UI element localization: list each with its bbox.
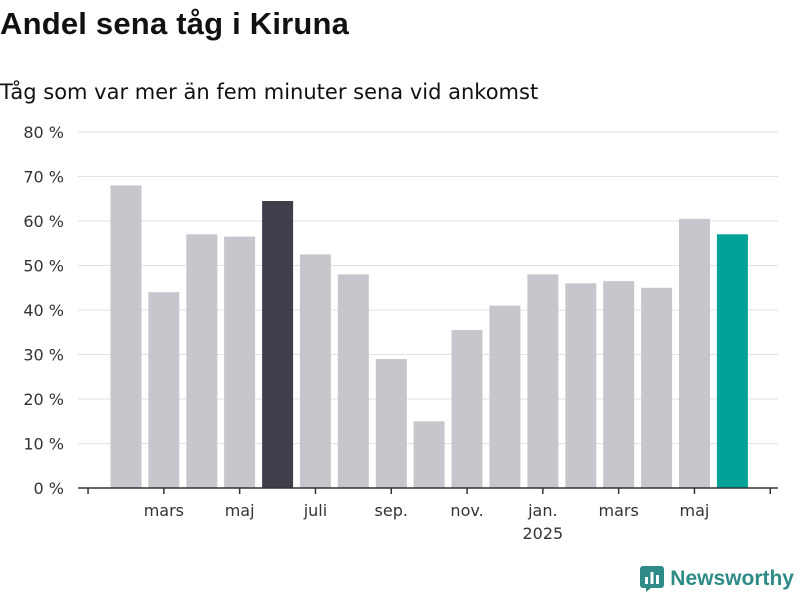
x-tick-label: maj	[680, 501, 710, 520]
brand-logo: Newsworthy	[640, 564, 794, 594]
chart-subtitle: Tåg som var mer än fem minuter sena vid …	[0, 80, 539, 104]
x-tick-label: mars	[144, 501, 184, 520]
x-tick-label: maj	[225, 501, 255, 520]
bar	[224, 236, 256, 488]
bar	[679, 218, 710, 489]
y-tick-label: 60 %	[23, 212, 64, 231]
bar	[489, 305, 521, 488]
bar	[413, 421, 445, 489]
bar	[262, 201, 294, 488]
chart-title: Andel sena tåg i Kiruna	[0, 6, 350, 41]
bar	[186, 234, 218, 488]
bar	[527, 274, 559, 488]
y-tick-label: 0 %	[34, 479, 64, 498]
x-tick-label: nov.	[450, 501, 483, 520]
bar	[110, 185, 142, 488]
bar	[641, 287, 673, 489]
bar	[565, 283, 597, 488]
bar	[299, 254, 331, 488]
y-tick-label: 80 %	[23, 123, 64, 142]
x-tick-label: mars	[598, 501, 638, 520]
x-tick-year-label: 2025	[522, 524, 563, 543]
y-tick-label: 20 %	[23, 390, 64, 409]
bar	[716, 234, 748, 488]
y-tick-label: 50 %	[23, 257, 64, 276]
y-tick-label: 10 %	[23, 435, 64, 454]
newsworthy-logo-icon	[640, 566, 665, 592]
bar	[603, 281, 635, 488]
bar	[451, 330, 483, 488]
bar	[375, 359, 407, 488]
brand-name: Newsworthy	[670, 567, 794, 590]
y-tick-label: 70 %	[23, 168, 64, 187]
x-tick-label: juli	[303, 501, 327, 520]
bar	[337, 274, 369, 488]
bar	[148, 292, 180, 488]
y-tick-label: 30 %	[23, 346, 64, 365]
x-tick-label: sep.	[375, 501, 408, 520]
bar-chart: 0 % 10 % 20 % 30 % 40 % 50 % 60 % 70 % 80 % mars m…	[23, 123, 778, 543]
y-tick-label: 40 %	[23, 301, 64, 320]
x-tick-label: jan.	[527, 501, 557, 520]
